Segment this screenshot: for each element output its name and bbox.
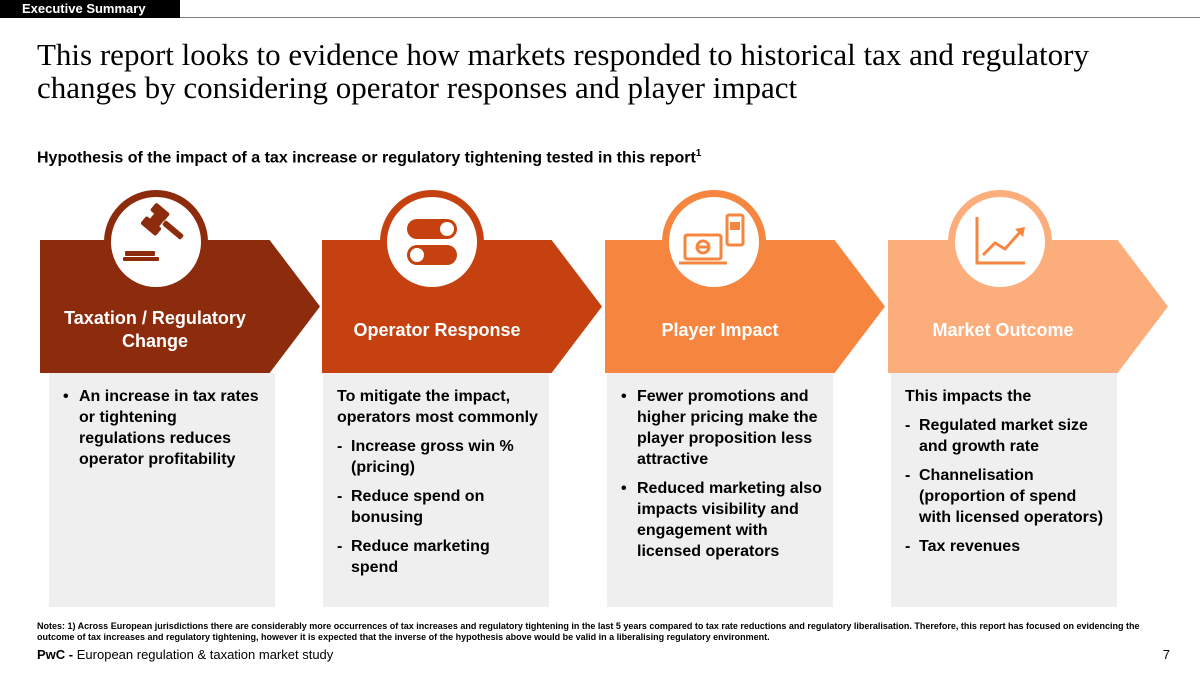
step-box-operator: To mitigate the impact, operators most c… (323, 373, 549, 607)
page-number: 7 (1162, 647, 1170, 662)
footer: PwC - European regulation & taxation mar… (37, 647, 333, 662)
footnote-marker: 1 (695, 148, 702, 159)
footer-brand: PwC - (37, 647, 74, 662)
step-label-player: Player Impact (661, 319, 779, 340)
step-box-player: Fewer promotions and higher pricing make… (607, 373, 833, 607)
toggle-switch-icon (407, 219, 457, 265)
subtitle: Hypothesis of the impact of a tax increa… (37, 148, 701, 167)
list-item: Regulated market size and growth rate (905, 415, 1109, 457)
list-item: Increase gross win % (pricing) (337, 436, 541, 478)
step-box-taxation: An increase in tax rates or tightening r… (49, 373, 275, 607)
list-item: Channelisation (proportion of spend with… (905, 465, 1109, 528)
step-intro: To mitigate the impact, operators most c… (337, 388, 538, 426)
list-item: Reduced marketing also impacts visibilit… (621, 478, 825, 562)
footnote-text: Notes: 1) Across European jurisdictions … (37, 621, 1140, 642)
icon-circle-player (662, 190, 766, 294)
icon-circle-market (948, 190, 1052, 294)
list-item: Reduce marketing spend (337, 536, 541, 578)
section-tag: Executive Summary (0, 0, 180, 18)
list-item: Tax revenues (905, 536, 1109, 557)
footer-text: European regulation & taxation market st… (76, 647, 334, 662)
step-box-market: This impacts the Regulated market size a… (891, 373, 1117, 607)
growth-chart-icon (975, 217, 1025, 265)
header-rule (180, 17, 1200, 18)
step-label-operator: Operator Response (353, 319, 521, 340)
list-item: Reduce spend on bonusing (337, 486, 541, 528)
laptop-phone-icon (679, 213, 745, 265)
step-intro: This impacts the (905, 388, 1032, 405)
list-item: Fewer promotions and higher pricing make… (621, 386, 825, 470)
icon-circle-taxation (104, 190, 208, 294)
icon-circle-operator (380, 190, 484, 294)
gavel-icon (123, 203, 184, 261)
list-item: An increase in tax rates or tightening r… (63, 386, 267, 470)
page-title: This report looks to evidence how market… (37, 37, 1089, 105)
step-label-market: Market Outcome (932, 319, 1074, 340)
step-label-taxation: Taxation / Regulatory Change (64, 308, 246, 351)
subtitle-text: Hypothesis of the impact of a tax increa… (37, 149, 696, 167)
